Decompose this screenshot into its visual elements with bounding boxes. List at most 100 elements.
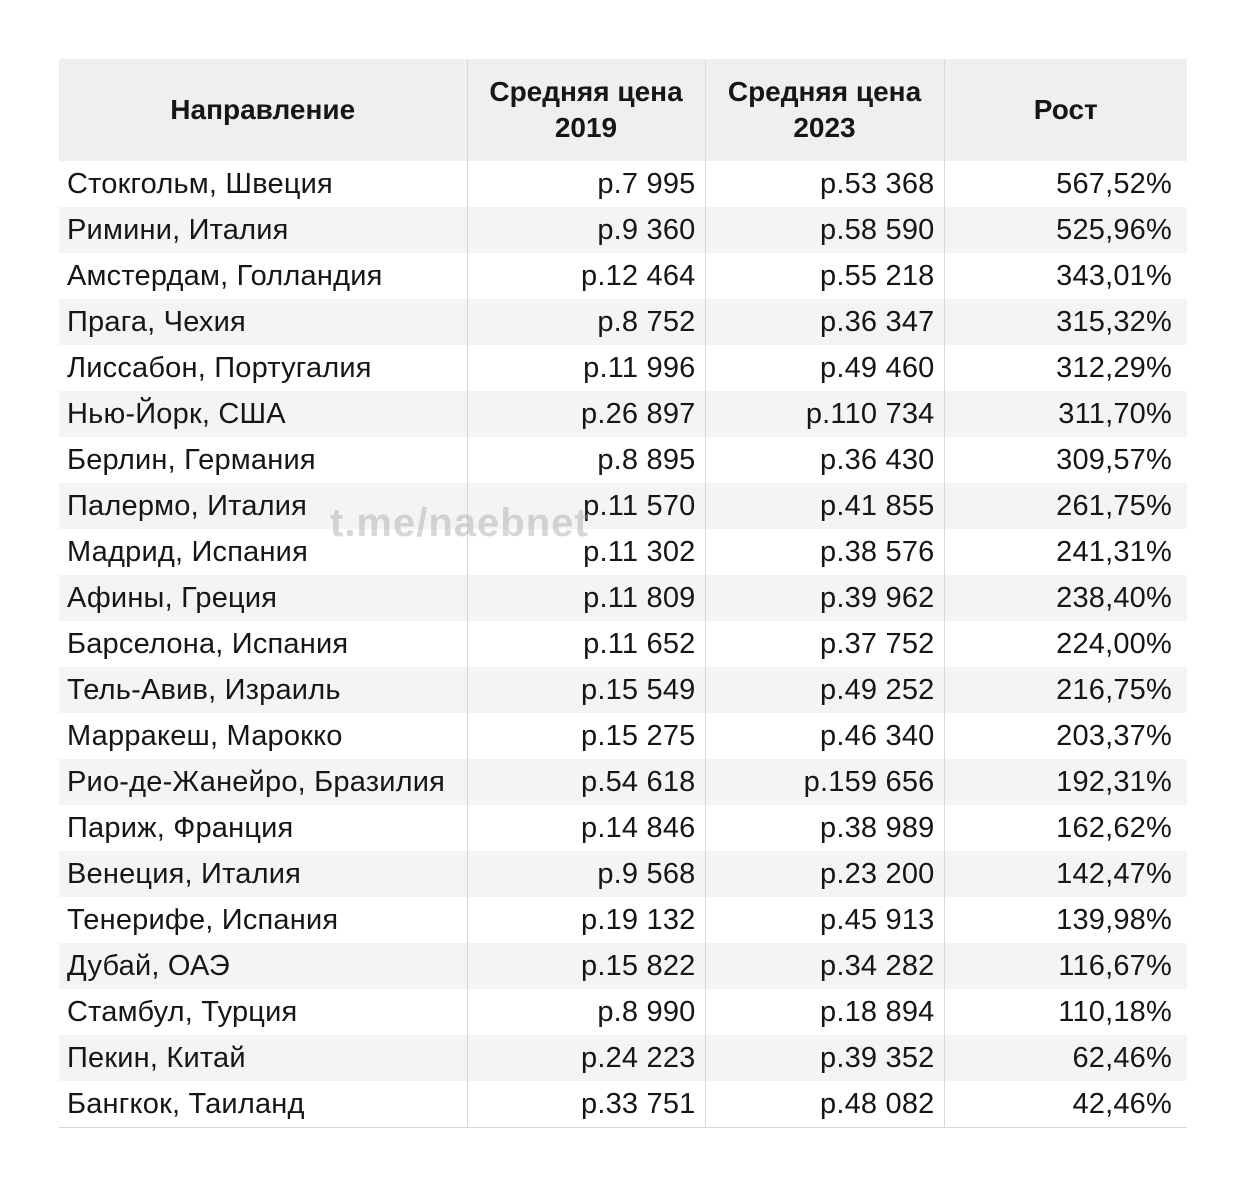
- cell-price-2019: р.15 549: [466, 667, 705, 713]
- cell-price-2023: р.49 252: [704, 667, 944, 713]
- table-row: Лиссабон, Португалия р.11 996 р.49 460 312,…: [59, 345, 1187, 391]
- cell-price-2023: р.58 590: [704, 207, 944, 253]
- header-price-2019: Средняя цена 2019: [466, 59, 705, 161]
- cell-growth: 116,67%: [943, 943, 1187, 989]
- table-row: Париж, Франция р.14 846 р.38 989 162,62%: [59, 805, 1187, 851]
- cell-price-2019: р.15 822: [466, 943, 705, 989]
- cell-growth: 139,98%: [943, 897, 1187, 943]
- cell-growth: 224,00%: [943, 621, 1187, 667]
- table-row: Стамбул, Турция р.8 990 р.18 894 110,18%: [59, 989, 1187, 1035]
- cell-price-2023: р.39 962: [704, 575, 944, 621]
- cell-growth: 42,46%: [943, 1081, 1187, 1128]
- cell-growth: 203,37%: [943, 713, 1187, 759]
- cell-growth: 311,70%: [943, 391, 1187, 437]
- cell-price-2023: р.38 576: [704, 529, 944, 575]
- table-row: Нью-Йорк, США р.26 897 р.110 734 311,70%: [59, 391, 1187, 437]
- cell-price-2019: р.19 132: [466, 897, 705, 943]
- cell-price-2023: р.41 855: [704, 483, 944, 529]
- cell-destination: Амстердам, Голландия: [59, 253, 467, 299]
- cell-growth: 309,57%: [943, 437, 1187, 483]
- cell-growth: 62,46%: [943, 1035, 1187, 1081]
- table-row: Римини, Италия р.9 360 р.58 590 525,96%: [59, 207, 1187, 253]
- cell-price-2023: р.34 282: [704, 943, 944, 989]
- cell-growth: 216,75%: [943, 667, 1187, 713]
- cell-growth: 525,96%: [943, 207, 1187, 253]
- cell-growth: 312,29%: [943, 345, 1187, 391]
- cell-price-2023: р.110 734: [704, 391, 944, 437]
- cell-growth: 192,31%: [943, 759, 1187, 805]
- cell-price-2019: р.11 570: [466, 483, 705, 529]
- cell-growth: 110,18%: [943, 989, 1187, 1035]
- cell-destination: Бангкок, Таиланд: [59, 1081, 467, 1128]
- cell-price-2023: р.53 368: [704, 161, 944, 207]
- cell-price-2019: р.33 751: [466, 1081, 705, 1128]
- cell-destination: Мадрид, Испания: [59, 529, 467, 575]
- cell-destination: Берлин, Германия: [59, 437, 467, 483]
- table-row: Барселона, Испания р.11 652 р.37 752 224,00…: [59, 621, 1187, 667]
- cell-price-2023: р.23 200: [704, 851, 944, 897]
- cell-price-2023: р.36 347: [704, 299, 944, 345]
- table-row: Тель-Авив, Израиль р.15 549 р.49 252 216,75…: [59, 667, 1187, 713]
- cell-price-2019: р.11 302: [466, 529, 705, 575]
- cell-price-2023: р.48 082: [704, 1081, 944, 1128]
- cell-destination: Афины, Греция: [59, 575, 467, 621]
- table-row: Венеция, Италия р.9 568 р.23 200 142,47%: [59, 851, 1187, 897]
- cell-price-2023: р.55 218: [704, 253, 944, 299]
- cell-price-2019: р.8 752: [466, 299, 705, 345]
- cell-price-2019: р.8 895: [466, 437, 705, 483]
- table-header: Направление Средняя цена 2019 Средняя це…: [59, 59, 1187, 161]
- table-row: Рио-де-Жанейро, Бразилия р.54 618 р.159 65…: [59, 759, 1187, 805]
- cell-price-2019: р.11 996: [466, 345, 705, 391]
- cell-price-2023: р.18 894: [704, 989, 944, 1035]
- cell-destination: Нью-Йорк, США: [59, 391, 467, 437]
- table-row: Амстердам, Голландия р.12 464 р.55 218 343,…: [59, 253, 1187, 299]
- cell-price-2023: р.37 752: [704, 621, 944, 667]
- cell-price-2019: р.24 223: [466, 1035, 705, 1081]
- cell-growth: 142,47%: [943, 851, 1187, 897]
- cell-price-2019: р.11 652: [466, 621, 705, 667]
- cell-growth: 343,01%: [943, 253, 1187, 299]
- table-row: Дубай, ОАЭ р.15 822 р.34 282 116,67%: [59, 943, 1187, 989]
- cell-price-2023: р.159 656: [704, 759, 944, 805]
- cell-price-2019: р.12 464: [466, 253, 705, 299]
- table-row: Мадрид, Испания р.11 302 р.38 576 241,31%: [59, 529, 1187, 575]
- cell-price-2023: р.38 989: [704, 805, 944, 851]
- table-row: Афины, Греция р.11 809 р.39 962 238,40%: [59, 575, 1187, 621]
- table-row: Пекин, Китай р.24 223 р.39 352 62,46%: [59, 1035, 1187, 1081]
- cell-destination: Тенерифе, Испания: [59, 897, 467, 943]
- table-row: Бангкок, Таиланд р.33 751 р.48 082 42,46%: [59, 1081, 1187, 1128]
- cell-price-2019: р.7 995: [466, 161, 705, 207]
- header-row: Направление Средняя цена 2019 Средняя це…: [59, 59, 1187, 161]
- cell-destination: Дубай, ОАЭ: [59, 943, 467, 989]
- cell-destination: Палермо, Италия: [59, 483, 467, 529]
- header-growth: Рост: [943, 59, 1187, 161]
- cell-destination: Барселона, Испания: [59, 621, 467, 667]
- cell-growth: 315,32%: [943, 299, 1187, 345]
- cell-growth: 238,40%: [943, 575, 1187, 621]
- cell-price-2023: р.45 913: [704, 897, 944, 943]
- cell-destination: Марракеш, Марокко: [59, 713, 467, 759]
- cell-destination: Стокгольм, Швеция: [59, 161, 467, 207]
- table-row: Стокгольм, Швеция р.7 995 р.53 368 567,52%: [59, 161, 1187, 207]
- cell-growth: 261,75%: [943, 483, 1187, 529]
- table-row: Берлин, Германия р.8 895 р.36 430 309,57%: [59, 437, 1187, 483]
- header-destination: Направление: [59, 59, 467, 161]
- table-row: Тенерифе, Испания р.19 132 р.45 913 139,98%: [59, 897, 1187, 943]
- cell-destination: Римини, Италия: [59, 207, 467, 253]
- table-row: Марракеш, Марокко р.15 275 р.46 340 203,37%: [59, 713, 1187, 759]
- cell-price-2023: р.36 430: [704, 437, 944, 483]
- price-table: Направление Средняя цена 2019 Средняя це…: [59, 59, 1187, 1128]
- cell-destination: Тель-Авив, Израиль: [59, 667, 467, 713]
- cell-price-2019: р.9 568: [466, 851, 705, 897]
- cell-price-2019: р.54 618: [466, 759, 705, 805]
- header-price-2023: Средняя цена 2023: [704, 59, 944, 161]
- cell-price-2019: р.26 897: [466, 391, 705, 437]
- cell-destination: Прага, Чехия: [59, 299, 467, 345]
- table-row: Прага, Чехия р.8 752 р.36 347 315,32%: [59, 299, 1187, 345]
- table-body: Стокгольм, Швеция р.7 995 р.53 368 567,52% Р…: [59, 161, 1187, 1128]
- cell-destination: Рио-де-Жанейро, Бразилия: [59, 759, 467, 805]
- cell-destination: Пекин, Китай: [59, 1035, 467, 1081]
- cell-growth: 241,31%: [943, 529, 1187, 575]
- cell-growth: 162,62%: [943, 805, 1187, 851]
